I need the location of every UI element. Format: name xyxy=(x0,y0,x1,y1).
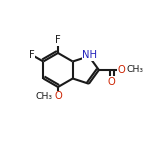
Text: CH₃: CH₃ xyxy=(35,92,52,101)
Text: O: O xyxy=(108,77,116,87)
Text: O: O xyxy=(54,91,62,101)
Text: F: F xyxy=(29,50,35,60)
Text: CH₃: CH₃ xyxy=(127,66,144,74)
Text: NH: NH xyxy=(82,50,97,60)
Text: F: F xyxy=(55,35,61,45)
Text: O: O xyxy=(118,65,126,75)
